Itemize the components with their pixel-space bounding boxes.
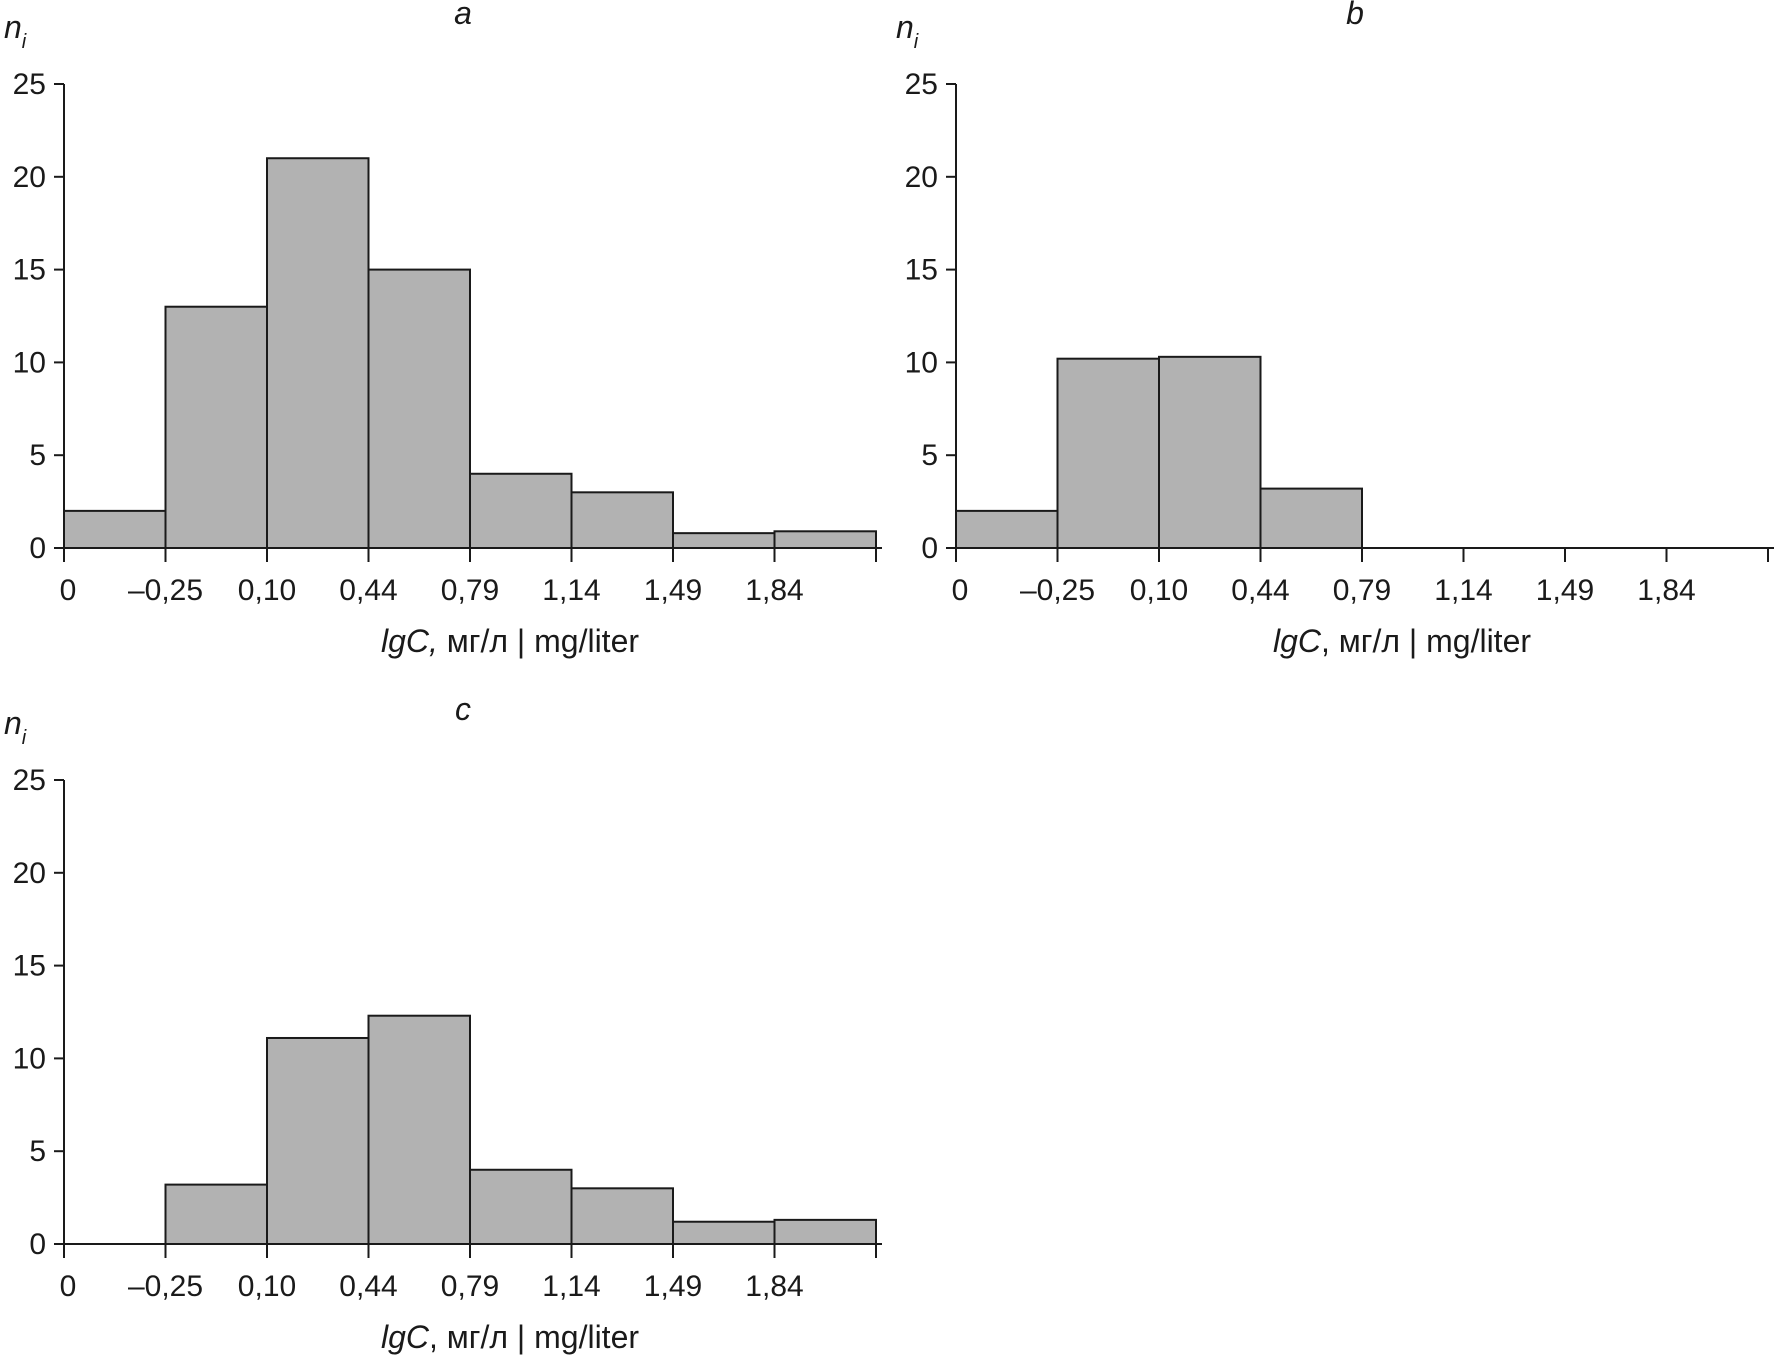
bar-c-6: [672, 1220, 776, 1246]
y-tick-label: 15: [905, 254, 938, 287]
x-tick-label: 0,79: [1333, 574, 1391, 607]
y-tick-label: 10: [905, 346, 938, 379]
panel-title: c: [455, 691, 471, 727]
y-tick-label: 10: [13, 1042, 46, 1075]
y-tick-label: 25: [13, 764, 46, 797]
bar-a-1: [164, 305, 268, 549]
x-tick-label: 0,44: [1231, 574, 1289, 607]
x-tick-label: –0,25: [128, 1270, 203, 1303]
x-axis-label: lgC, мг/л | mg/liter: [381, 623, 639, 659]
y-tick-label: 5: [29, 439, 46, 472]
bar-a-4: [469, 472, 573, 550]
x-tick-label: 1,84: [745, 1270, 803, 1303]
y-axis-label: ni: [896, 9, 919, 53]
x-tick-label: 1,14: [542, 574, 600, 607]
panel-title: b: [1346, 0, 1364, 31]
y-tick-label: 25: [905, 68, 938, 101]
x-tick-label: –0,25: [128, 574, 203, 607]
bar-c-5: [570, 1187, 674, 1245]
bar-c-2: [266, 1036, 370, 1246]
x-tick-label: 0: [952, 574, 969, 607]
bar-a-0: [63, 509, 167, 550]
y-tick-label: 15: [13, 254, 46, 287]
bar-b-2: [1158, 355, 1262, 549]
y-tick-label: 15: [13, 950, 46, 983]
bar-a-5: [570, 491, 674, 550]
x-tick-label: 0,10: [238, 574, 296, 607]
x-tick-label: 0,10: [238, 1270, 296, 1303]
y-tick-label: 20: [905, 161, 938, 194]
bar-a-6: [672, 532, 776, 549]
x-tick-label: 0: [60, 1270, 77, 1303]
bar-a-3: [367, 268, 471, 549]
x-tick-label: 1,49: [1536, 574, 1594, 607]
y-tick-label: 20: [13, 857, 46, 890]
bar-a-7: [773, 530, 877, 550]
histogram-panel-a: 0 5 10 15 20 25 0 –0,25 0,10 0,44 0,79 1,14 1,49 1,84…: [4, 0, 882, 659]
x-tick-label: 0,10: [1130, 574, 1188, 607]
y-tick-label: 0: [29, 1228, 46, 1261]
x-tick-label: 1,84: [745, 574, 803, 607]
bar-b-1: [1056, 357, 1160, 549]
x-tick-label: –0,25: [1020, 574, 1095, 607]
x-tick-label: 0,79: [441, 574, 499, 607]
bar-b-3: [1259, 487, 1363, 549]
x-axis-label: lgC, мг/л | mg/liter: [381, 1319, 639, 1355]
bar-c-4: [469, 1168, 573, 1246]
x-tick-label: 0,79: [441, 1270, 499, 1303]
y-axis-label: ni: [4, 9, 27, 53]
y-tick-label: 0: [29, 532, 46, 565]
histogram-panel-b: 0 5 10 15 20 25 0 –0,25 0,10 0,44 0,79 1,14 1,49 1,84…: [896, 0, 1774, 659]
bar-b-0: [955, 509, 1059, 550]
x-tick-label: 1,14: [542, 1270, 600, 1303]
y-tick-label: 10: [13, 346, 46, 379]
histogram-panel-c: 0 5 10 15 20 25 0 –0,25 0,10 0,44 0,79 1,14 1,49 1,84…: [4, 691, 882, 1355]
x-tick-label: 1,49: [644, 574, 702, 607]
bar-c-7: [773, 1218, 877, 1245]
y-tick-label: 0: [921, 532, 938, 565]
y-axis-label: ni: [4, 705, 27, 749]
y-tick-label: 5: [29, 1135, 46, 1168]
x-tick-label: 1,49: [644, 1270, 702, 1303]
bar-a-2: [266, 157, 370, 550]
x-tick-label: 0: [60, 574, 77, 607]
x-tick-label: 1,84: [1637, 574, 1695, 607]
y-tick-label: 20: [13, 161, 46, 194]
panel-title: a: [454, 0, 472, 31]
x-tick-label: 0,44: [339, 1270, 397, 1303]
y-tick-label: 25: [13, 68, 46, 101]
x-tick-label: 0,44: [339, 574, 397, 607]
x-axis-label: lgC, мг/л | mg/liter: [1273, 623, 1531, 659]
bar-c-3: [367, 1014, 471, 1245]
x-tick-label: 1,14: [1434, 574, 1492, 607]
y-tick-label: 5: [921, 439, 938, 472]
bar-c-1: [164, 1183, 268, 1246]
